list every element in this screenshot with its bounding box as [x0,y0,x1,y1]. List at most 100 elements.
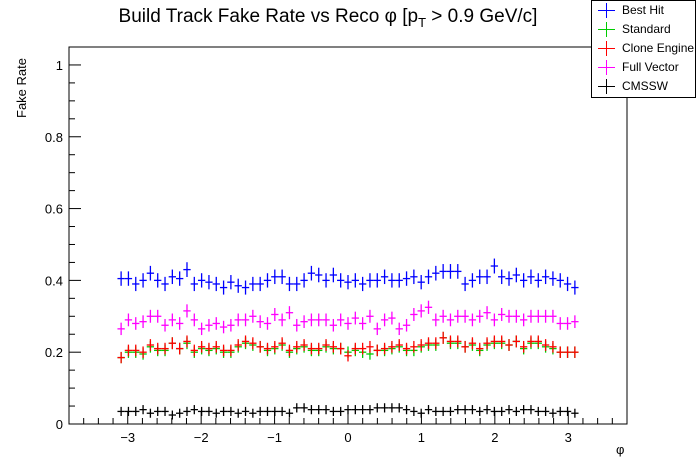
data-point-full-vector [190,313,198,327]
data-point-cmssw [446,406,455,416]
legend-entry: Clone Engine [592,39,695,58]
data-point-best-hit [285,276,294,292]
data-point-clone-engine [439,331,447,344]
data-point-cmssw [183,406,191,416]
data-point-full-vector [300,315,308,329]
data-point-full-vector [132,317,140,330]
legend: Best Hit Standard Clone Engine Full Vector C… [591,0,696,98]
title-text-end: > 0.9 GeV/c] [426,6,538,27]
data-point-full-vector [293,318,301,332]
data-point-cmssw [505,405,513,415]
title-text: Build Track Fake Rate vs Reco φ [p [118,6,419,27]
data-point-cmssw [417,408,425,418]
data-point-clone-engine [300,339,308,351]
data-point-cmssw [190,405,198,415]
data-point-clone-engine [124,344,133,357]
data-point-cmssw [139,405,147,415]
data-point-clone-engine [549,340,557,353]
data-point-cmssw [168,410,177,420]
data-point-cmssw [315,405,323,415]
data-point-best-hit [358,276,367,292]
data-point-full-vector [541,309,550,323]
data-point-full-vector [490,313,499,327]
legend-marker-icon [598,41,615,56]
data-point-clone-engine [278,337,286,350]
data-point-full-vector [366,309,374,323]
data-point-cmssw [197,406,206,416]
data-point-full-vector [337,313,345,327]
legend-entry: CMSSW [592,77,695,96]
data-point-cmssw [527,405,535,415]
data-point-full-vector [476,309,484,323]
data-point-full-vector [212,317,220,330]
data-point-full-vector [315,313,323,327]
data-point-best-hit [241,280,250,295]
data-point-clone-engine [563,346,572,358]
data-point-cmssw [161,406,169,416]
data-point-clone-engine [527,335,535,348]
data-point-clone-engine [132,344,140,357]
data-point-clone-engine [293,340,301,353]
data-point-best-hit [293,276,301,292]
data-point-clone-engine [146,339,155,351]
data-point-full-vector [307,313,316,327]
data-point-best-hit [183,262,191,278]
data-point-clone-engine [351,342,359,355]
data-point-clone-engine [388,340,396,353]
data-point-best-hit [395,273,403,288]
data-point-cmssw [468,405,477,415]
data-point-clone-engine [373,344,381,357]
data-point-clone-engine [241,335,250,348]
data-point-full-vector [468,313,477,327]
data-point-best-hit [329,267,338,283]
data-point-clone-engine [271,340,279,353]
data-point-full-vector [454,309,462,323]
data-point-clone-engine [358,342,367,355]
legend-marker-icon [598,60,615,75]
legend-label: Standard [622,22,671,36]
data-point-full-vector [534,309,542,323]
title-subscript: T [418,14,427,30]
data-point-cmssw [285,408,294,418]
data-point-full-vector [505,309,513,323]
data-point-best-hit [132,276,140,292]
data-point-cmssw [476,406,484,416]
data-point-cmssw [571,408,579,418]
x-tick-label: 3 [565,430,572,445]
data-point-clone-engine [490,335,499,348]
y-tick-label: 0.6 [45,202,63,217]
data-point-full-vector [139,315,147,329]
data-point-cmssw [176,408,184,418]
legend-entry: Full Vector [592,58,695,77]
data-point-full-vector [183,304,191,318]
data-point-clone-engine [512,335,520,348]
data-point-cmssw [556,406,564,416]
data-point-best-hit [197,273,206,288]
x-tick-label: −3 [120,430,135,445]
data-point-best-hit [219,280,228,295]
data-point-full-vector [439,309,447,323]
data-point-clone-engine [571,346,579,358]
data-point-cmssw [461,405,469,415]
data-point-clone-engine [256,340,264,353]
data-point-cmssw [454,405,462,415]
data-point-best-hit [439,264,447,279]
data-point-clone-engine [117,351,125,364]
data-point-full-vector [278,313,286,327]
data-point-cmssw [249,408,257,418]
data-point-cmssw [124,406,133,416]
data-point-best-hit [388,273,396,288]
data-point-clone-engine [432,337,440,350]
chart-title: Build Track Fake Rate vs Reco φ [pT > 0.… [0,6,696,30]
data-point-clone-engine [190,344,198,357]
data-point-full-vector [124,313,133,327]
data-point-cmssw [563,406,572,416]
data-point-clone-engine [454,335,462,348]
data-point-best-hit [505,271,513,286]
legend-label: CMSSW [622,79,668,93]
data-point-cmssw [300,403,308,413]
data-point-clone-engine [476,342,484,355]
data-point-full-vector [263,317,272,330]
